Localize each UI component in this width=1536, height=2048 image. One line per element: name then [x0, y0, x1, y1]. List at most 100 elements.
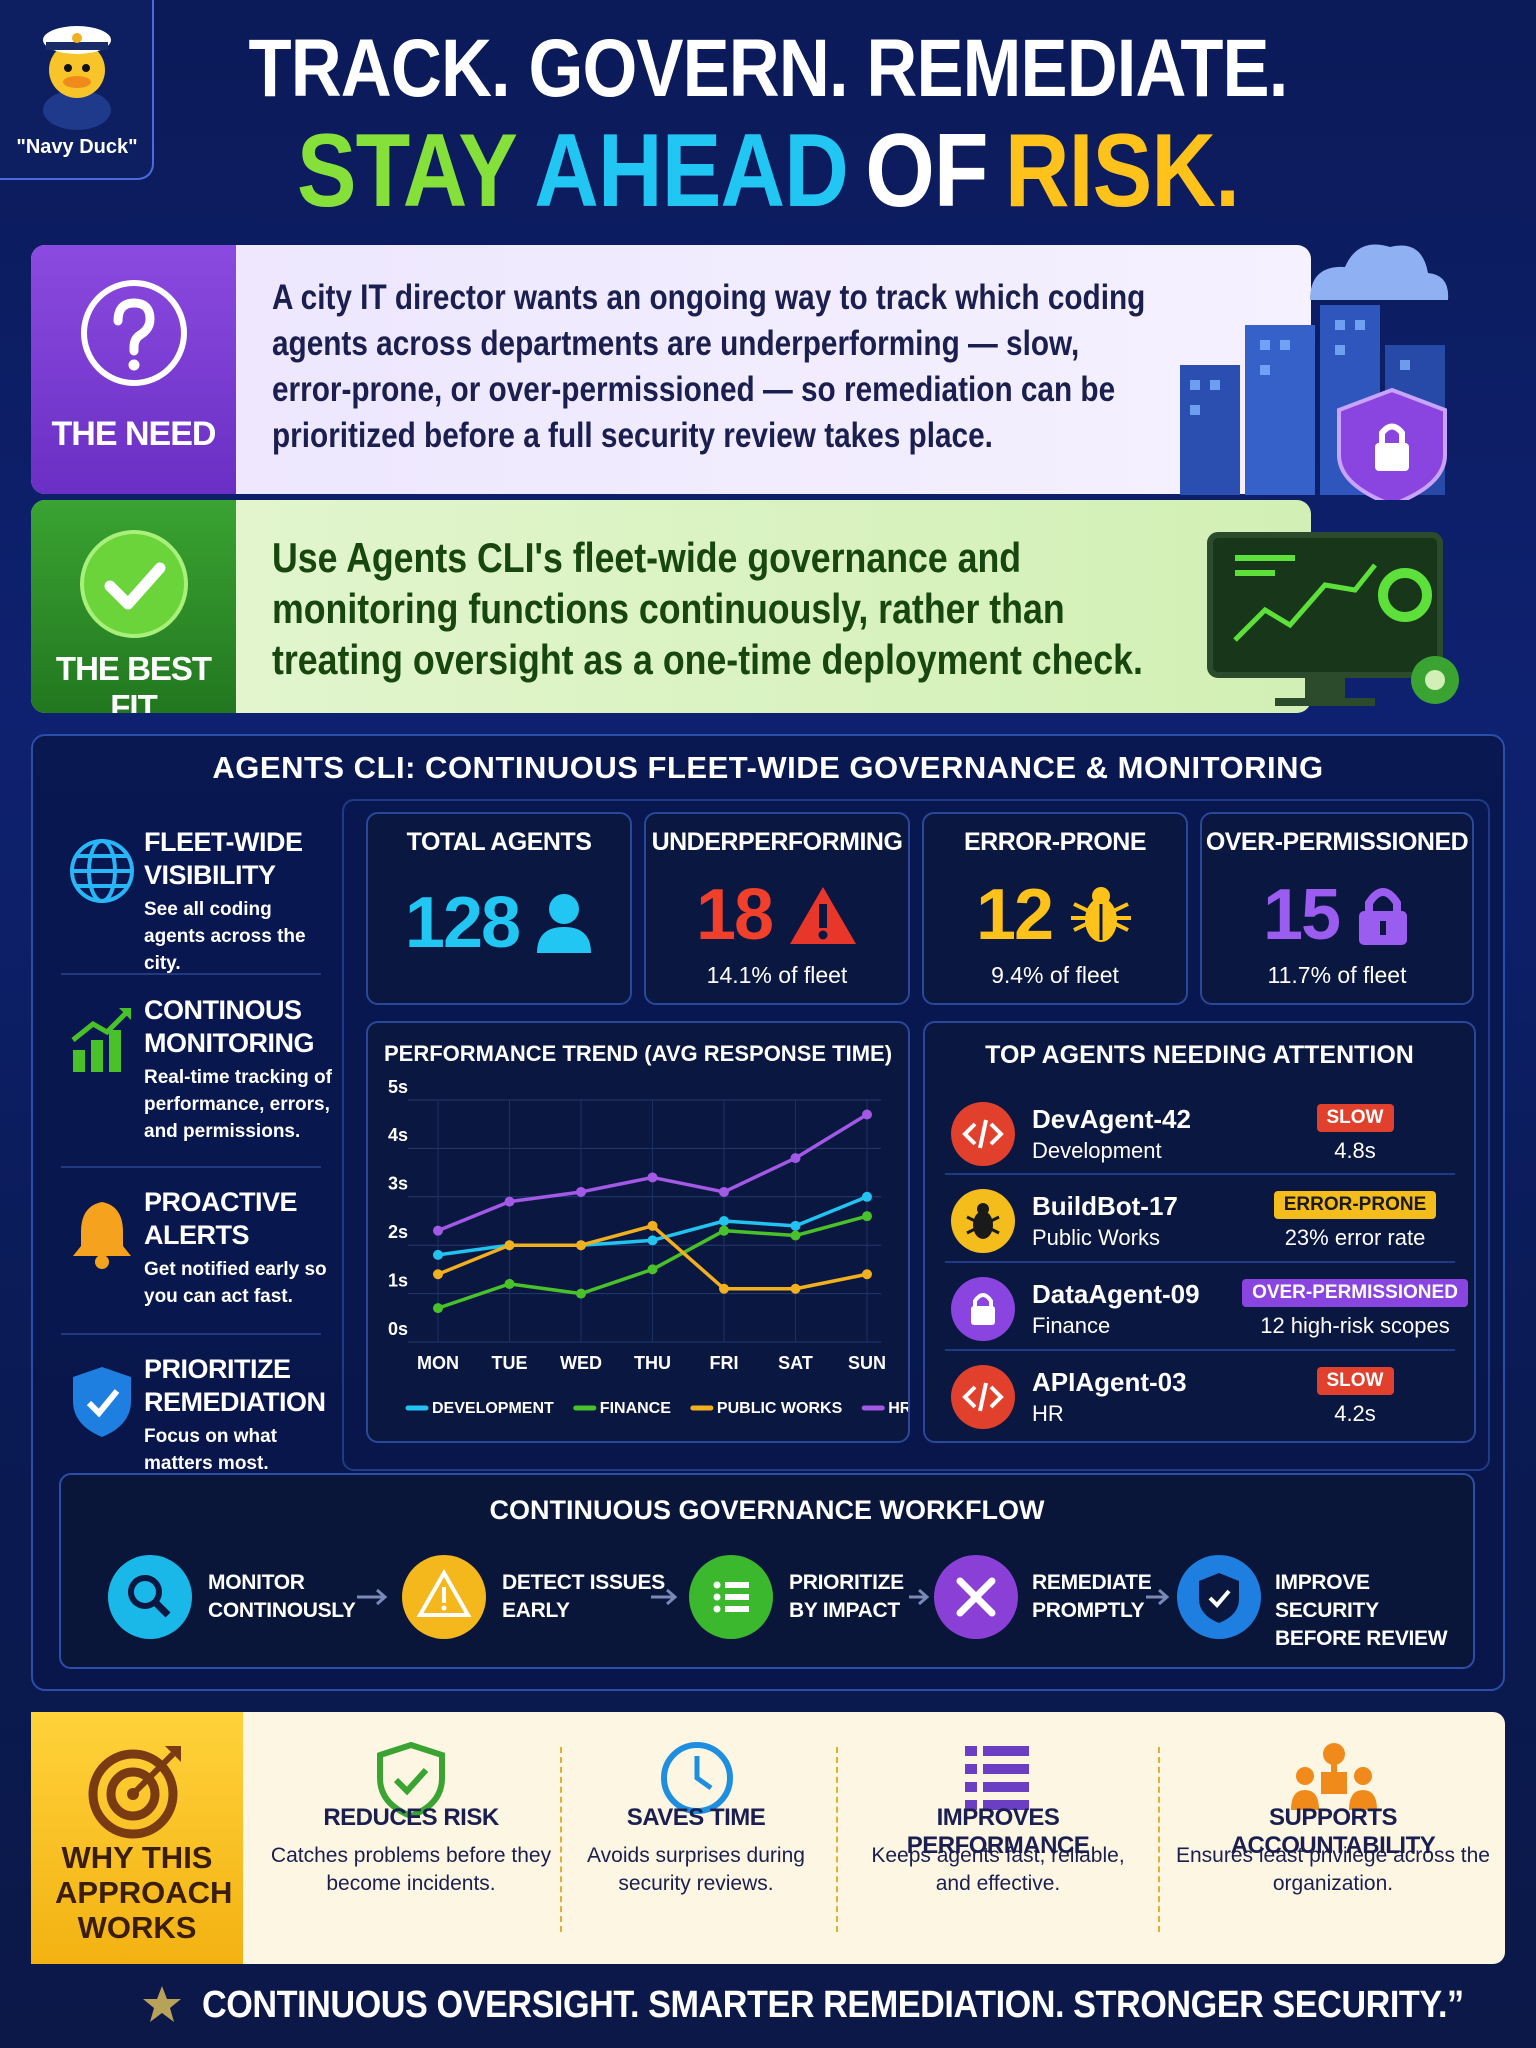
data-point [862, 1109, 872, 1120]
feature: FLEET-WIDE VISIBILITY See all coding age… [61, 826, 321, 996]
agent-badge: SLOW [1316, 1104, 1394, 1132]
code-icon [951, 1102, 1015, 1166]
y-tick-label: 1s [388, 1270, 408, 1290]
agent-dept: Finance [1032, 1313, 1111, 1338]
agent-metric: 4.2s [1334, 1401, 1376, 1426]
chart-icon [71, 1008, 131, 1072]
x-tick-label: THU [634, 1353, 671, 1373]
agent-metric: 12 high-risk scopes [1260, 1313, 1450, 1338]
stat-card: OVER-PERMISSIONED 15 11.7% of fleet [1200, 812, 1474, 1005]
stat-note: 11.7% of fleet [1267, 962, 1407, 988]
logo: "Navy Duck" [0, 0, 154, 180]
need-side: THE NEED [31, 245, 236, 494]
stat-label: ERROR-PRONE [963, 828, 1147, 856]
agent-name: DevAgent-42 [1032, 1104, 1191, 1134]
stat-label: OVER-PERMISSIONED [1205, 828, 1469, 856]
shield-icon [73, 1367, 131, 1437]
warning-icon [790, 887, 857, 944]
data-point [576, 1186, 586, 1197]
x-tick-label: SUN [848, 1353, 886, 1373]
why-section: WHY THIS APPROACH WORKS REDUCES RISK Cat… [31, 1712, 1505, 1964]
data-point [576, 1240, 586, 1251]
feature-title: FLEET-WIDE VISIBILITY [144, 827, 303, 890]
why-item-text: Avoids surprises during security reviews… [587, 1844, 805, 1895]
stat-note: 9.4% of fleet [991, 962, 1119, 988]
globe-icon [70, 839, 134, 903]
y-tick-label: 0s [388, 1319, 408, 1339]
data-point [576, 1288, 586, 1299]
x-tick-label: WED [560, 1353, 602, 1373]
title-line: TRACK. GOVERN. REMEDIATE. [248, 23, 1289, 114]
x-tick-label: FRI [710, 1353, 739, 1373]
legend-label: PUBLIC WORKS [717, 1400, 843, 1417]
target-icon [88, 1746, 181, 1839]
data-point [862, 1269, 872, 1280]
agent-metric: 4.8s [1334, 1138, 1376, 1163]
need-box: THE NEED A city IT director wants an ong… [31, 245, 1311, 494]
why-side: WHY THIS APPROACH WORKS [31, 1712, 243, 1964]
stat-label: TOTAL AGENTS [406, 828, 592, 856]
data-point [719, 1283, 729, 1294]
title-word: STAY [296, 113, 518, 229]
why-title: WHY THIS APPROACH WORKS [55, 1840, 233, 1945]
logo-label: "Navy Duck" [16, 136, 138, 158]
stat-value: 12 [975, 875, 1054, 955]
agent-dept: Development [1032, 1138, 1162, 1163]
workflow-icons [108, 1555, 1261, 1639]
data-point [647, 1235, 658, 1246]
need-label: THE NEED [51, 415, 217, 453]
workflow-step: MONITOR CONTINOUSLY [208, 1571, 356, 1622]
workflow-step: PRIORITIZE BY IMPACT [789, 1571, 904, 1622]
city-illustration [1180, 244, 1449, 500]
feature-text: Real-time tracking of performance, error… [144, 1067, 332, 1142]
person-icon [537, 894, 592, 953]
data-point [862, 1191, 872, 1202]
duck-icon [43, 26, 111, 130]
x-tick-label: SAT [778, 1353, 813, 1373]
data-point [790, 1220, 801, 1231]
best-fit-text: Use Agents CLI's fleet-wide governance a… [272, 534, 1143, 683]
feature-title: CONTINOUS MONITORING [144, 995, 315, 1058]
footer-tagline: CONTINUOUS OVERSIGHT. SMARTER REMEDIATIO… [202, 1984, 1464, 2026]
agent-name: DataAgent-09 [1032, 1279, 1200, 1309]
feature: CONTINOUS MONITORING Real-time tracking … [61, 994, 332, 1174]
title-line: STAY AHEAD OF RISK. [108, 112, 1429, 231]
star-icon [143, 1986, 181, 2022]
why-item-title: REDUCES RISK [323, 1804, 499, 1831]
agent-badge: SLOW [1316, 1367, 1394, 1395]
workflow: CONTINUOUS GOVERNANCE WORKFLOW MONITOR C… [59, 1473, 1475, 1669]
why-item-text: Ensures least privilege across the organ… [1176, 1844, 1490, 1895]
attention-title: TOP AGENTS NEEDING ATTENTION [985, 1041, 1414, 1069]
stat-value: 15 [1262, 875, 1341, 955]
agent-metric: 23% error rate [1284, 1225, 1426, 1250]
why-item-text: Keeps agents fast, reliable, and effecti… [871, 1844, 1125, 1895]
why-item: IMPROVES PERFORMANCE Keeps agents fast, … [853, 1712, 1143, 1964]
best-fit-label: THE BEST FIT [55, 650, 212, 713]
stat-card: TOTAL AGENTS 128 [366, 812, 632, 1005]
chart-panel: PERFORMANCE TREND (AVG RESPONSE TIME) 0s 1… [366, 1021, 910, 1443]
feature: PROACTIVE ALERTS Get notified early so y… [61, 1186, 327, 1346]
data-point [719, 1216, 729, 1226]
x-tick-label: MON [417, 1353, 459, 1373]
y-tick-label: 5s [388, 1077, 408, 1097]
need-text: A city IT director wants an ongoing way … [272, 278, 1146, 455]
agent-dept: HR [1032, 1401, 1064, 1426]
data-point [790, 1230, 801, 1241]
workflow-title: CONTINUOUS GOVERNANCE WORKFLOW [489, 1495, 1045, 1525]
title-word: AHEAD [534, 113, 849, 229]
dashboard-title: AGENTS CLI: CONTINUOUS FLEET-WIDE GOVERN… [212, 750, 1324, 785]
data-point [719, 1225, 729, 1236]
why-item-title: IMPROVES PERFORMANCE [906, 1804, 1090, 1859]
best-fit-side: THE BEST FIT [31, 500, 236, 713]
agent-dept: Public Works [1032, 1225, 1160, 1250]
lock-icon [951, 1277, 1015, 1341]
y-tick-label: 2s [388, 1222, 408, 1242]
agent-name: BuildBot-17 [1032, 1191, 1178, 1221]
data-point [647, 1172, 658, 1183]
stat-card: ERROR-PRONE 12 9.4% of fleet [922, 812, 1188, 1005]
feature-text: Focus on what matters most. [144, 1426, 277, 1474]
data-point [433, 1269, 443, 1280]
data-point [647, 1220, 658, 1231]
